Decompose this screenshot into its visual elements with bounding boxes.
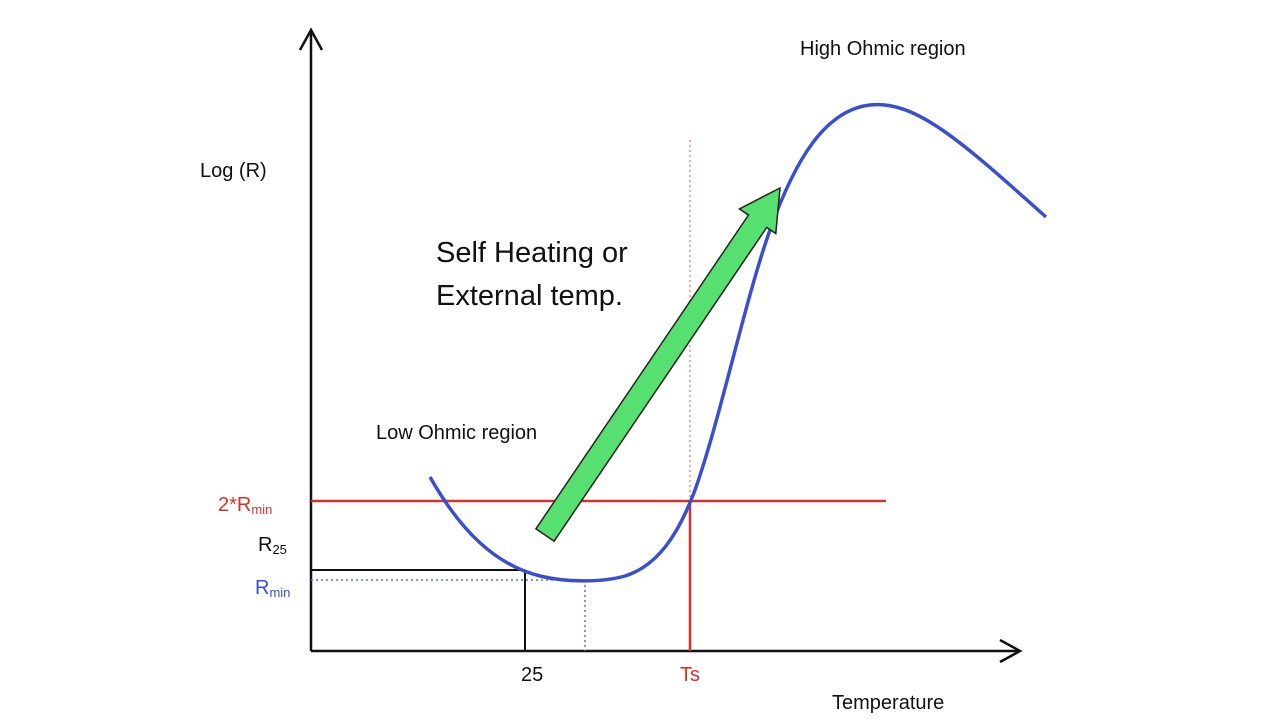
x-axis-arrow — [999, 638, 1023, 664]
label-main: R — [258, 534, 272, 556]
low-region-label: Low Ohmic region — [376, 422, 537, 444]
arrow-text: Self Heating or — [436, 237, 628, 269]
heating-arrow — [534, 186, 781, 543]
label-sub: min — [269, 585, 290, 600]
two-rmin-label: 2*Rmin — [218, 494, 272, 517]
label-main: R — [255, 577, 269, 599]
rmin-label: Rmin — [255, 577, 290, 600]
label-sub: min — [251, 502, 272, 517]
r25-label: R25 — [258, 534, 287, 557]
x-label-ts: Ts — [680, 664, 700, 686]
high-region-label: High Ohmic region — [800, 38, 966, 60]
label-sub: 25 — [272, 542, 286, 557]
x-label-25: 25 — [521, 664, 543, 686]
y-axis-label: Log (R) — [200, 160, 267, 182]
label-main: 2*R — [218, 494, 251, 516]
resistance-curve — [428, 102, 1048, 583]
arrow-text: External temp. — [436, 280, 623, 312]
x-axis-label: Temperature — [832, 692, 944, 714]
y-axis-arrow — [298, 27, 324, 51]
